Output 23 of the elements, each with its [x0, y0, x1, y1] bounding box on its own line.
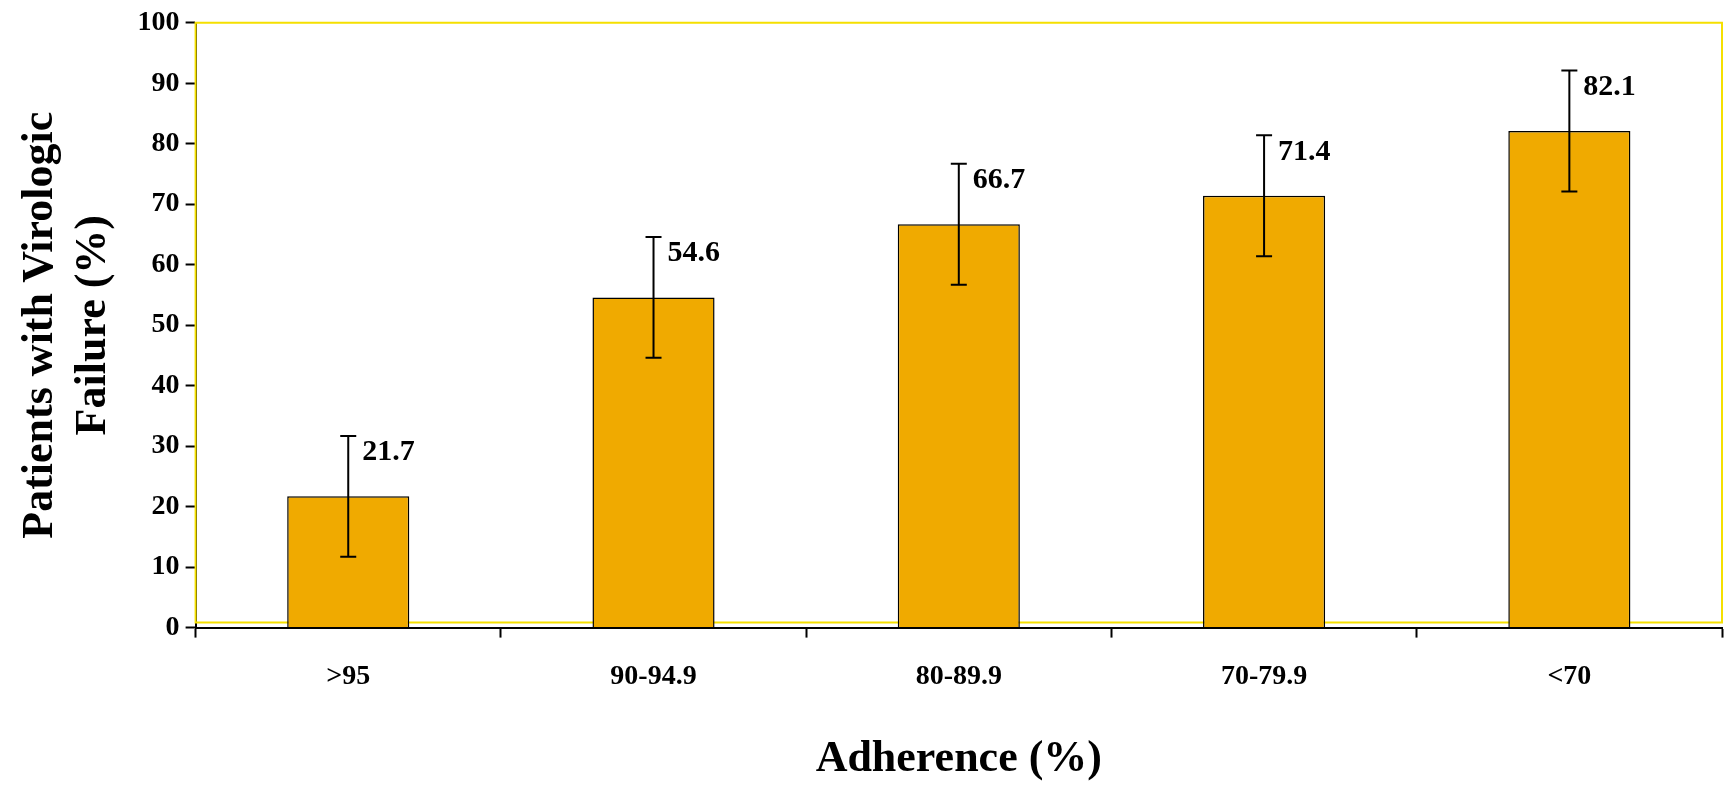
y-tick-label: 0: [165, 609, 180, 641]
x-axis-title: Adherence (%): [815, 731, 1102, 781]
data-label: 71.4: [1278, 132, 1331, 166]
y-tick-label: 10: [151, 549, 180, 581]
x-tick-label: >95: [326, 658, 371, 690]
data-label: 82.1: [1583, 67, 1636, 101]
x-tick-label: <70: [1547, 658, 1592, 690]
x-tick-label: 90-94.9: [610, 658, 697, 690]
y-axis-title: Patients with Virologic Failure (%): [12, 111, 115, 539]
x-tick-label: 80-89.9: [915, 658, 1002, 690]
y-tick-label: 40: [151, 367, 180, 399]
y-tick-label: 20: [151, 488, 180, 520]
y-tick-label: 90: [151, 65, 180, 97]
y-tick-label: 60: [151, 246, 180, 278]
data-label: 66.7: [972, 160, 1026, 194]
x-tick-label: 70-79.9: [1220, 658, 1308, 690]
data-label: 54.6: [667, 234, 721, 268]
data-label: 21.7: [362, 433, 415, 467]
y-tick-label: 70: [151, 186, 180, 218]
y-tick-label: 30: [151, 428, 180, 460]
y-tick-label: 100: [137, 5, 180, 37]
y-tick-label: 80: [151, 125, 180, 157]
y-tick-label: 50: [151, 307, 180, 339]
